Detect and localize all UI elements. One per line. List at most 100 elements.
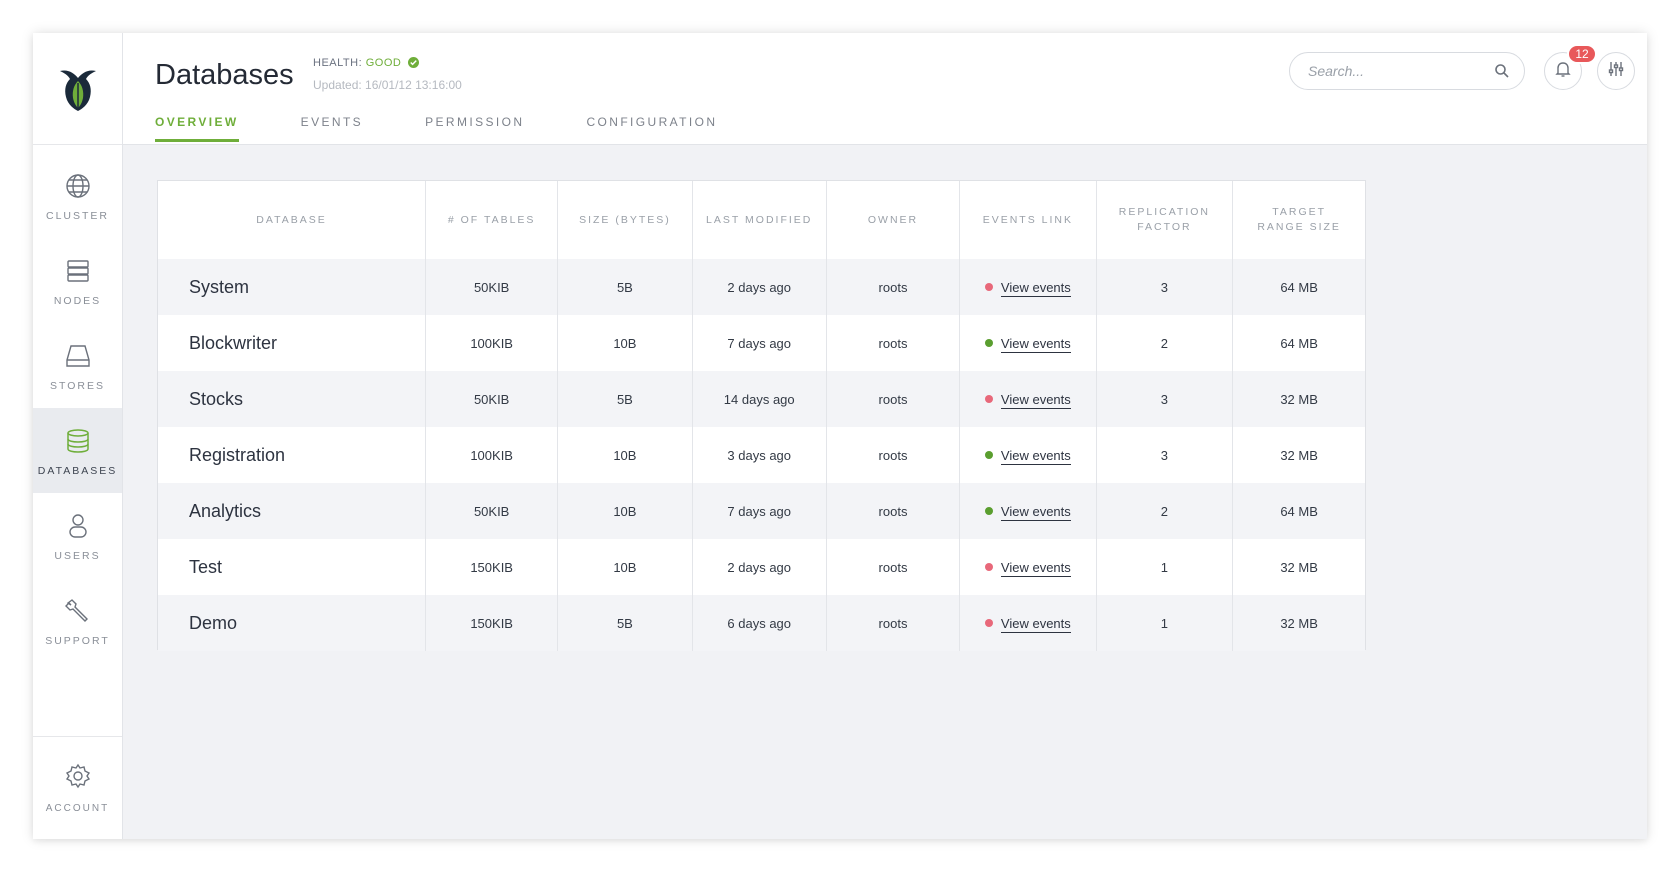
events-link-cell: View events <box>959 371 1097 427</box>
status-dot-icon <box>984 394 993 403</box>
events-link-cell: View events <box>959 259 1097 315</box>
view-events-link[interactable]: View events <box>1000 503 1071 521</box>
events-link-cell: View events <box>959 539 1097 595</box>
sidebar-item-databases[interactable]: DATABASES <box>33 408 122 493</box>
health-value: GOOD <box>365 57 402 69</box>
column-header[interactable]: LAST MODIFIED <box>692 181 827 259</box>
sidebar-item-account[interactable]: ACCOUNT <box>33 736 122 839</box>
owner-cell: roots <box>826 259 961 315</box>
owner-cell: roots <box>826 539 961 595</box>
status-dot-icon <box>984 338 993 347</box>
databases-table: DATABASE # OF TABLES SIZE (BYTES) LAST M… <box>157 180 1366 651</box>
table-body: System 50KIB 5B 2 days ago roots View events 3… <box>158 259 1365 651</box>
table-row[interactable]: Demo 150KIB 5B 6 days ago roots View events 1 3… <box>158 595 1365 651</box>
size-cell: 10B <box>557 427 693 483</box>
tab-configuration[interactable]: CONFIGURATION <box>586 115 718 129</box>
column-header[interactable]: REPLICATION FACTOR <box>1096 181 1234 259</box>
app-logo[interactable] <box>33 33 122 145</box>
sidebar-item-support[interactable]: SUPPORT <box>33 578 122 663</box>
tables-cell: 150KIB <box>425 595 559 651</box>
health-label: HEALTH: <box>313 57 363 69</box>
cockroach-logo-icon <box>59 69 96 111</box>
table-row[interactable]: Analytics 50KIB 10B 7 days ago roots View eve… <box>158 483 1365 539</box>
replication-cell: 2 <box>1096 315 1234 371</box>
sidebar-item-users[interactable]: USERS <box>33 493 122 578</box>
events-link-cell: View events <box>959 595 1097 651</box>
owner-cell: roots <box>826 427 961 483</box>
sidebar-item-cluster[interactable]: CLUSTER <box>33 153 122 238</box>
last-modified-cell: 7 days ago <box>692 315 827 371</box>
tables-cell: 50KIB <box>425 259 559 315</box>
status-dot-icon <box>984 282 993 291</box>
events-link-cell: View events <box>959 315 1097 371</box>
events-link-cell: View events <box>959 427 1097 483</box>
table-header-row: DATABASE # OF TABLES SIZE (BYTES) LAST M… <box>158 181 1365 259</box>
range-size-cell: 32 MB <box>1232 371 1365 427</box>
range-size-cell: 64 MB <box>1232 259 1365 315</box>
view-events-link[interactable]: View events <box>1000 391 1071 409</box>
database-name-cell: Demo <box>158 595 427 651</box>
column-header[interactable]: # OF TABLES <box>425 181 559 259</box>
column-header[interactable]: OWNER <box>826 181 961 259</box>
size-cell: 10B <box>557 539 693 595</box>
search-input[interactable] <box>1308 63 1488 79</box>
table-row[interactable]: Blockwriter 100KIB 10B 7 days ago roots View … <box>158 315 1365 371</box>
size-cell: 5B <box>557 371 693 427</box>
tab-overview[interactable]: OVERVIEW <box>155 115 239 142</box>
search-icon[interactable] <box>1494 63 1510 84</box>
view-events-link[interactable]: View events <box>1000 447 1071 465</box>
replication-cell: 3 <box>1096 427 1234 483</box>
owner-cell: roots <box>826 371 961 427</box>
owner-cell: roots <box>826 595 961 651</box>
view-events-link[interactable]: View events <box>1000 279 1071 297</box>
app-window: CLUSTER NODES STORES <box>33 33 1647 839</box>
database-name-cell: Test <box>158 539 427 595</box>
replication-cell: 1 <box>1096 595 1234 651</box>
table-row[interactable]: Stocks 50KIB 5B 14 days ago roots View events… <box>158 371 1365 427</box>
tables-cell: 50KIB <box>425 371 559 427</box>
server-icon <box>62 255 94 287</box>
user-icon <box>62 510 94 542</box>
last-modified-cell: 3 days ago <box>692 427 827 483</box>
table-row[interactable]: Test 150KIB 10B 2 days ago roots View events 1… <box>158 539 1365 595</box>
last-modified-cell: 2 days ago <box>692 539 827 595</box>
sidebar-item-stores[interactable]: STORES <box>33 323 122 408</box>
column-header[interactable]: EVENTS LINK <box>959 181 1097 259</box>
last-modified-cell: 7 days ago <box>692 483 827 539</box>
sidebar-item-label: SUPPORT <box>45 634 110 647</box>
sidebar-item-label: DATABASES <box>37 464 118 477</box>
range-size-cell: 32 MB <box>1232 539 1365 595</box>
tables-cell: 100KIB <box>425 315 559 371</box>
range-size-cell: 64 MB <box>1232 483 1365 539</box>
sidebar-item-label: STORES <box>50 379 105 392</box>
database-name-cell: Blockwriter <box>158 315 427 371</box>
size-cell: 10B <box>557 315 693 371</box>
view-events-link[interactable]: View events <box>1000 335 1071 353</box>
last-modified-cell: 6 days ago <box>692 595 827 651</box>
size-cell: 5B <box>557 259 693 315</box>
column-header[interactable]: SIZE (BYTES) <box>557 181 693 259</box>
tab-events[interactable]: EVENTS <box>300 115 364 129</box>
replication-cell: 1 <box>1096 539 1234 595</box>
sidebar-item-label: NODES <box>53 294 102 307</box>
table-row[interactable]: Registration 100KIB 10B 3 days ago roots View… <box>158 427 1365 483</box>
tab-permission[interactable]: PERMISSION <box>425 115 525 129</box>
sliders-icon <box>1607 60 1625 83</box>
replication-cell: 3 <box>1096 371 1234 427</box>
view-events-link[interactable]: View events <box>1000 559 1071 577</box>
wrench-icon <box>62 595 94 627</box>
table-row[interactable]: System 50KIB 5B 2 days ago roots View events 3… <box>158 259 1365 315</box>
column-header[interactable]: DATABASE <box>158 181 427 259</box>
events-link-cell: View events <box>959 483 1097 539</box>
sidebar-item-nodes[interactable]: NODES <box>33 238 122 323</box>
database-icon <box>62 425 94 457</box>
settings-button[interactable] <box>1597 52 1635 90</box>
tables-cell: 100KIB <box>425 427 559 483</box>
range-size-cell: 64 MB <box>1232 315 1365 371</box>
column-header[interactable]: TARGET RANGE SIZE <box>1232 181 1365 259</box>
page-header: Databases HEALTH: GOOD Updated: 16/01/12… <box>123 33 1647 145</box>
owner-cell: roots <box>826 315 961 371</box>
database-name-cell: Analytics <box>158 483 427 539</box>
view-events-link[interactable]: View events <box>1000 615 1071 633</box>
range-size-cell: 32 MB <box>1232 427 1365 483</box>
